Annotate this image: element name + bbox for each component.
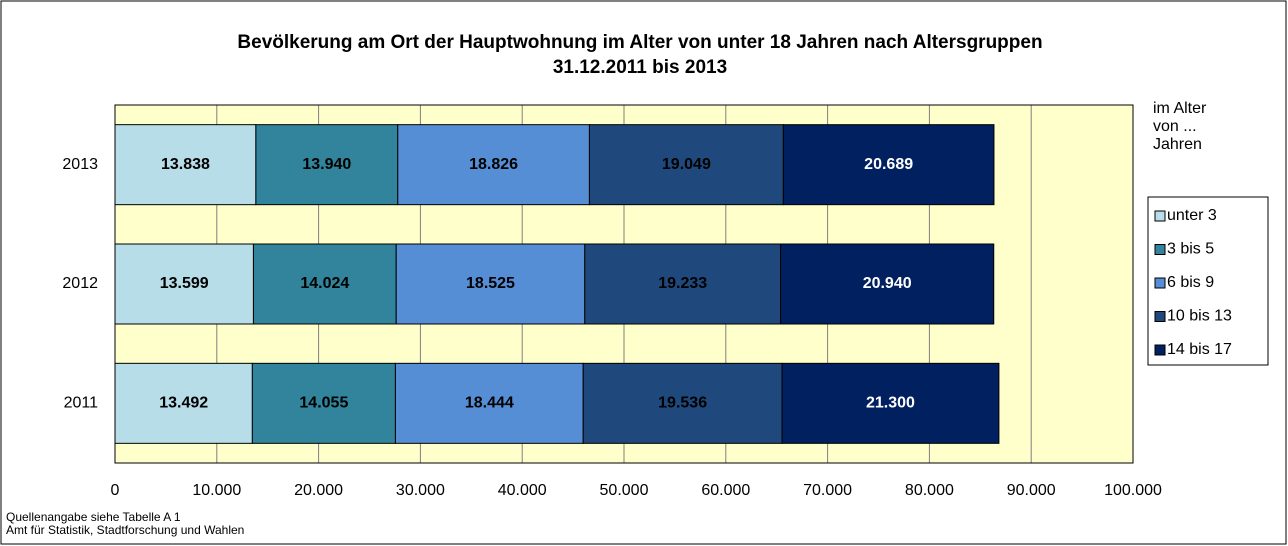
bar-segment [395,243,586,325]
x-tick-label: 100.000 [1104,482,1162,499]
x-tick-label: 80.000 [905,482,954,499]
bar-segment [252,243,397,325]
y-tick-label: 2011 [64,395,99,412]
data-label: 21.300 [866,395,915,412]
legend-label: unter 3 [1167,207,1217,224]
bar-segment [251,362,396,444]
footnote: Amt für Statistik, Stadtforschung und Wa… [6,523,245,537]
x-tick-label: 20.000 [294,482,343,499]
legend-title: im Alter von ... Jahren [1153,100,1207,153]
legend [1147,196,1269,366]
bar-segment [584,243,782,325]
legend-label: 6 bis 9 [1167,274,1214,291]
bar-segment [782,124,995,206]
bar-segment [114,243,254,325]
legend-label: 10 bis 13 [1167,308,1232,325]
chart-subtitle: 31.12.2011 bis 2013 [553,57,727,78]
bar-segment [582,362,783,444]
x-tick-label: 30.000 [396,482,445,499]
data-label: 18.444 [465,395,514,412]
x-tick-label: 10.000 [192,482,241,499]
x-tick-label: 50.000 [600,482,649,499]
data-label: 13.492 [159,395,208,412]
legend-swatch [1154,277,1166,289]
plot-border [114,104,1134,464]
bar-segment [588,124,784,206]
bar-segment [114,362,253,444]
data-label: 19.049 [662,156,711,173]
legend-swatch [1154,210,1166,222]
x-tick-label: 90.000 [1007,482,1056,499]
x-tick-label: 60.000 [701,482,750,499]
footnote: Quellenangabe siehe Tabelle A 1 [6,510,181,524]
chart-title: Bevölkerung am Ort der Hauptwohnung im A… [237,32,1042,53]
legend-label: 3 bis 5 [1167,241,1214,258]
data-label: 13.599 [160,275,209,292]
data-label: 19.233 [658,275,707,292]
legend-label: 14 bis 17 [1167,341,1232,358]
x-tick-label: 40.000 [498,482,547,499]
data-label: 19.536 [658,395,707,412]
data-label: 14.024 [300,275,349,292]
data-label: 20.940 [863,275,912,292]
y-tick-label: 2012 [62,275,98,292]
bar-segment [255,124,399,206]
legend-swatch [1154,311,1166,322]
legend-swatch [1154,344,1166,356]
y-tick-label: 2013 [62,156,98,173]
bar-segment [781,362,1000,444]
data-label: 14.055 [299,395,348,412]
data-label: 13.838 [161,156,210,173]
bar-segment [780,243,995,325]
data-label: 18.826 [469,156,518,173]
data-label: 13.940 [302,156,351,173]
bar-segment [394,362,584,444]
data-label: 18.525 [466,275,515,292]
legend-swatch [1154,244,1166,255]
x-tick-label: 70.000 [803,482,852,499]
x-tick-label: 0 [111,482,120,499]
data-label: 20.689 [864,156,913,173]
